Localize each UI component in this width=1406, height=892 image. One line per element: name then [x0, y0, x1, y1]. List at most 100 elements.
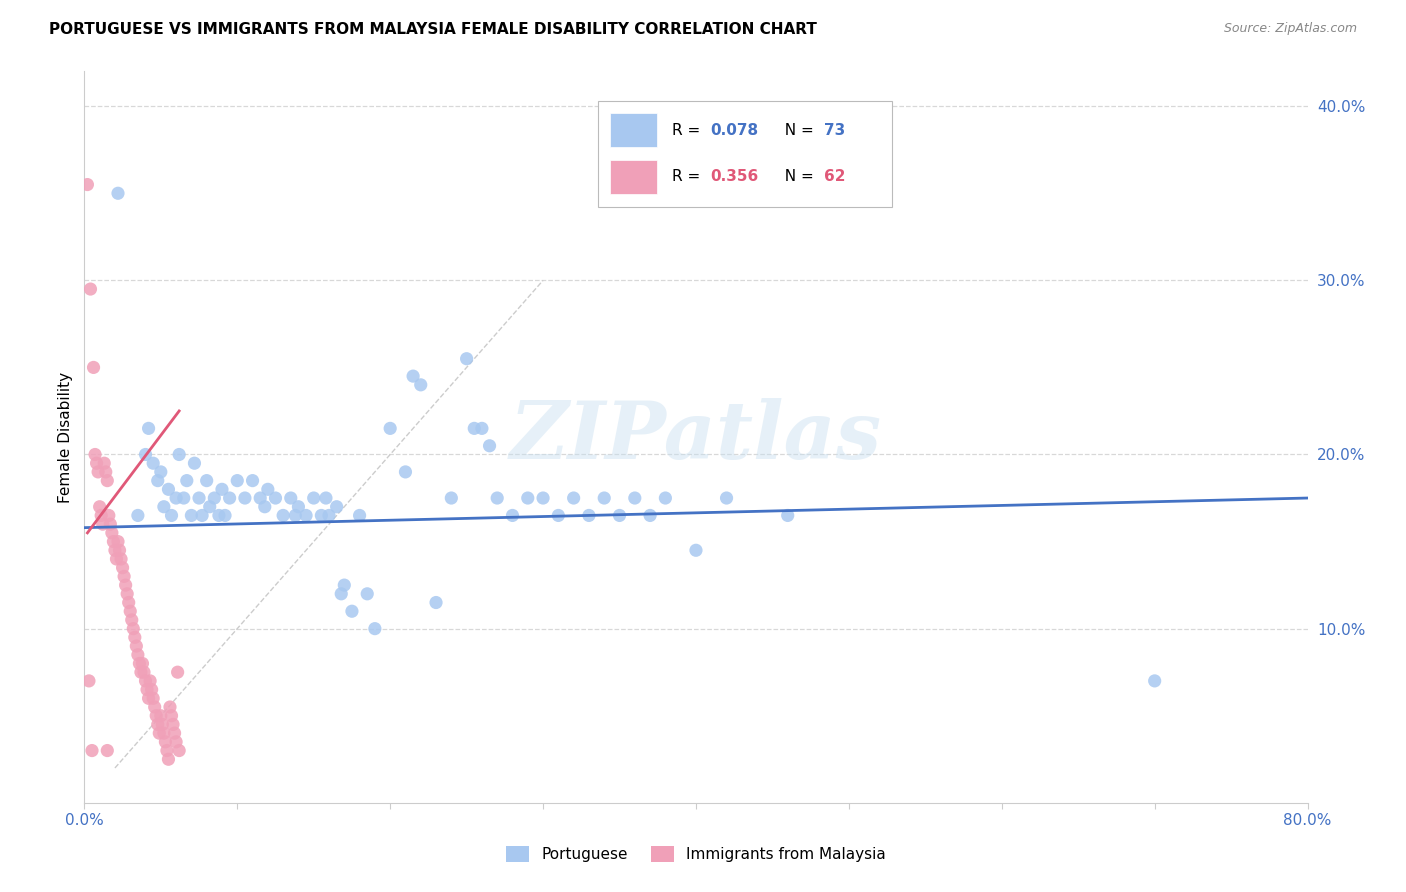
Point	[157, 752, 180, 766]
Point	[195, 474, 218, 488]
Point	[349, 508, 371, 523]
Legend: Portuguese, Immigrants from Malaysia: Portuguese, Immigrants from Malaysia	[501, 840, 891, 868]
Point	[302, 491, 325, 505]
Point	[127, 508, 149, 523]
Point	[148, 726, 170, 740]
Point	[87, 465, 110, 479]
Text: 62: 62	[824, 169, 846, 185]
Point	[202, 491, 225, 505]
Point	[502, 508, 524, 523]
Point	[394, 465, 416, 479]
Point	[295, 508, 318, 523]
Point	[80, 743, 103, 757]
Point	[409, 377, 432, 392]
Point	[188, 491, 211, 505]
Point	[198, 500, 221, 514]
Point	[84, 448, 107, 462]
Point	[284, 508, 307, 523]
Point	[264, 491, 287, 505]
Point	[280, 491, 302, 505]
Point	[176, 474, 198, 488]
Point	[94, 465, 117, 479]
Point	[115, 587, 138, 601]
Point	[90, 508, 112, 523]
Point	[125, 639, 148, 653]
Point	[531, 491, 554, 505]
Point	[146, 717, 169, 731]
Point	[112, 569, 135, 583]
Point	[226, 474, 249, 488]
Point	[165, 735, 187, 749]
Point	[91, 517, 114, 532]
Point	[516, 491, 538, 505]
Point	[249, 491, 271, 505]
Point	[139, 673, 162, 688]
Point	[478, 439, 501, 453]
Text: N =: N =	[776, 123, 820, 138]
Point	[609, 508, 631, 523]
Point	[159, 700, 181, 714]
Point	[103, 534, 125, 549]
Point	[120, 604, 142, 618]
Point	[157, 483, 180, 497]
Point	[685, 543, 707, 558]
Point	[364, 622, 387, 636]
Point	[593, 491, 616, 505]
Point	[138, 691, 160, 706]
Point	[218, 491, 240, 505]
Text: 73: 73	[824, 123, 845, 138]
Point	[96, 743, 118, 757]
Point	[149, 708, 172, 723]
Point	[142, 456, 165, 470]
Point	[214, 508, 236, 523]
FancyBboxPatch shape	[610, 160, 657, 194]
Point	[141, 682, 163, 697]
Point	[153, 500, 176, 514]
Text: PORTUGUESE VS IMMIGRANTS FROM MALAYSIA FEMALE DISABILITY CORRELATION CHART: PORTUGUESE VS IMMIGRANTS FROM MALAYSIA F…	[49, 22, 817, 37]
Point	[562, 491, 585, 505]
Point	[162, 717, 184, 731]
Point	[79, 282, 101, 296]
FancyBboxPatch shape	[598, 101, 891, 207]
Point	[127, 648, 149, 662]
Point	[440, 491, 463, 505]
Point	[166, 665, 188, 680]
Point	[142, 691, 165, 706]
Point	[191, 508, 214, 523]
Point	[163, 726, 186, 740]
Point	[128, 657, 150, 671]
Point	[114, 578, 136, 592]
Point	[425, 595, 447, 609]
Point	[121, 613, 143, 627]
FancyBboxPatch shape	[610, 113, 657, 147]
Point	[135, 673, 157, 688]
Point	[160, 708, 183, 723]
Point	[315, 491, 337, 505]
Point	[271, 508, 294, 523]
Point	[118, 595, 141, 609]
Point	[135, 448, 157, 462]
Point	[173, 491, 195, 505]
Point	[318, 508, 340, 523]
Point	[107, 534, 129, 549]
Point	[183, 456, 205, 470]
Point	[167, 448, 190, 462]
Point	[146, 474, 169, 488]
Point	[101, 525, 124, 540]
Point	[776, 508, 799, 523]
Point	[111, 560, 134, 574]
Text: 0.078: 0.078	[710, 123, 759, 138]
Text: R =: R =	[672, 123, 704, 138]
Point	[98, 517, 121, 532]
Point	[654, 491, 676, 505]
Point	[578, 508, 600, 523]
Point	[208, 508, 231, 523]
Text: N =: N =	[776, 169, 820, 185]
Point	[105, 552, 128, 566]
Point	[253, 500, 276, 514]
Point	[156, 743, 179, 757]
Point	[624, 491, 647, 505]
Point	[96, 474, 118, 488]
Point	[311, 508, 333, 523]
Point	[77, 673, 100, 688]
